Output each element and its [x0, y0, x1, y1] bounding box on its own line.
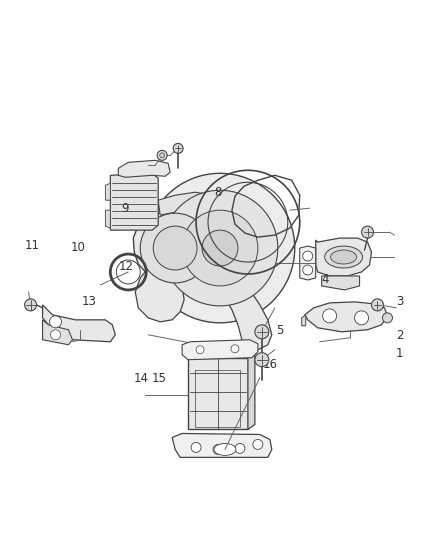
Polygon shape: [42, 305, 115, 342]
Circle shape: [191, 442, 201, 453]
Polygon shape: [316, 238, 371, 276]
Text: 12: 12: [119, 260, 134, 273]
Polygon shape: [135, 268, 184, 322]
Polygon shape: [182, 340, 258, 360]
Polygon shape: [110, 173, 158, 230]
Polygon shape: [133, 212, 212, 283]
Polygon shape: [188, 358, 248, 430]
Circle shape: [361, 226, 374, 238]
Circle shape: [196, 346, 204, 354]
Circle shape: [255, 325, 269, 339]
Circle shape: [382, 313, 392, 323]
Circle shape: [371, 299, 384, 311]
Polygon shape: [248, 352, 255, 430]
Text: 3: 3: [396, 295, 403, 308]
Circle shape: [202, 230, 238, 266]
Polygon shape: [106, 210, 110, 228]
Circle shape: [49, 316, 61, 328]
Circle shape: [255, 353, 269, 367]
Ellipse shape: [331, 250, 357, 264]
Polygon shape: [321, 276, 360, 290]
Circle shape: [303, 251, 313, 261]
Polygon shape: [118, 160, 170, 177]
Circle shape: [231, 345, 239, 353]
Text: 5: 5: [276, 324, 283, 337]
Polygon shape: [106, 183, 110, 200]
Circle shape: [303, 265, 313, 275]
Circle shape: [235, 443, 245, 454]
Polygon shape: [188, 350, 255, 358]
Polygon shape: [300, 246, 316, 280]
Polygon shape: [305, 302, 388, 332]
Text: 15: 15: [151, 372, 166, 385]
Circle shape: [213, 445, 223, 455]
Circle shape: [160, 153, 165, 158]
Circle shape: [145, 173, 295, 323]
Polygon shape: [302, 315, 306, 326]
Text: 16: 16: [263, 358, 278, 372]
Polygon shape: [158, 192, 210, 215]
Circle shape: [140, 213, 210, 283]
Circle shape: [323, 309, 337, 323]
Circle shape: [50, 330, 60, 340]
Text: 13: 13: [81, 295, 96, 308]
Circle shape: [182, 210, 258, 286]
Circle shape: [253, 439, 263, 449]
Text: 6: 6: [219, 257, 226, 270]
Text: 9: 9: [121, 201, 128, 215]
Polygon shape: [172, 433, 272, 457]
Ellipse shape: [214, 443, 236, 455]
Text: 7: 7: [219, 239, 226, 252]
Polygon shape: [42, 320, 72, 345]
Polygon shape: [218, 278, 272, 350]
Ellipse shape: [325, 246, 363, 268]
Circle shape: [157, 150, 167, 160]
Text: 4: 4: [321, 273, 329, 286]
Text: 10: 10: [71, 241, 85, 254]
Text: 11: 11: [25, 239, 40, 252]
Text: 1: 1: [396, 346, 403, 360]
Text: 14: 14: [134, 372, 149, 385]
Text: 8: 8: [215, 185, 222, 199]
Circle shape: [173, 143, 183, 154]
Circle shape: [355, 311, 368, 325]
Circle shape: [25, 299, 37, 311]
Circle shape: [162, 190, 278, 306]
Circle shape: [153, 226, 197, 270]
Text: 2: 2: [396, 329, 403, 342]
